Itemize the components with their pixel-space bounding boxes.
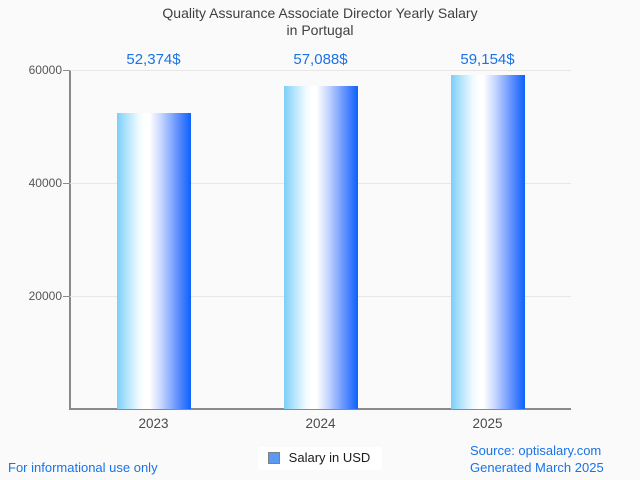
y-tick-label: 40000 (28, 176, 62, 190)
gridline (70, 70, 571, 71)
source-info[interactable]: Source: optisalary.com Generated March 2… (470, 442, 604, 476)
x-tick-label-2025: 2025 (472, 416, 503, 431)
source-link[interactable]: Source: optisalary.com (470, 443, 602, 458)
generated-date: Generated March 2025 (470, 460, 604, 475)
chart-title-line2: in Portugal (286, 22, 354, 38)
y-tick-label: 20000 (28, 289, 62, 303)
chart-title: Quality Assurance Associate Director Yea… (0, 5, 640, 39)
x-tick-label-2023: 2023 (138, 416, 169, 431)
legend-item-salary-in-usd[interactable]: Salary in USD (257, 447, 383, 470)
y-axis-line (69, 70, 71, 409)
bar-value-label-2023: 52,374$ (126, 51, 181, 68)
y-tick-label: 60000 (28, 63, 62, 77)
bar-2024 (283, 86, 358, 409)
plot-area (70, 70, 571, 409)
y-tick (63, 296, 70, 297)
bar-2025 (450, 74, 525, 409)
legend-swatch-icon (267, 452, 280, 464)
bar-value-label-2024: 57,088$ (293, 51, 348, 68)
x-axis-line (69, 408, 571, 410)
legend-row: Salary in USD (0, 447, 640, 470)
x-tick-label-2024: 2024 (305, 416, 336, 431)
bar-2023 (116, 113, 191, 409)
y-tick (63, 70, 70, 71)
y-tick (63, 183, 70, 184)
bar-value-label-2025: 59,154$ (460, 51, 515, 68)
legend-label: Salary in USD (288, 450, 371, 465)
disclaimer-text: For informational use only (8, 460, 158, 475)
chart-title-line1: Quality Assurance Associate Director Yea… (162, 5, 478, 21)
